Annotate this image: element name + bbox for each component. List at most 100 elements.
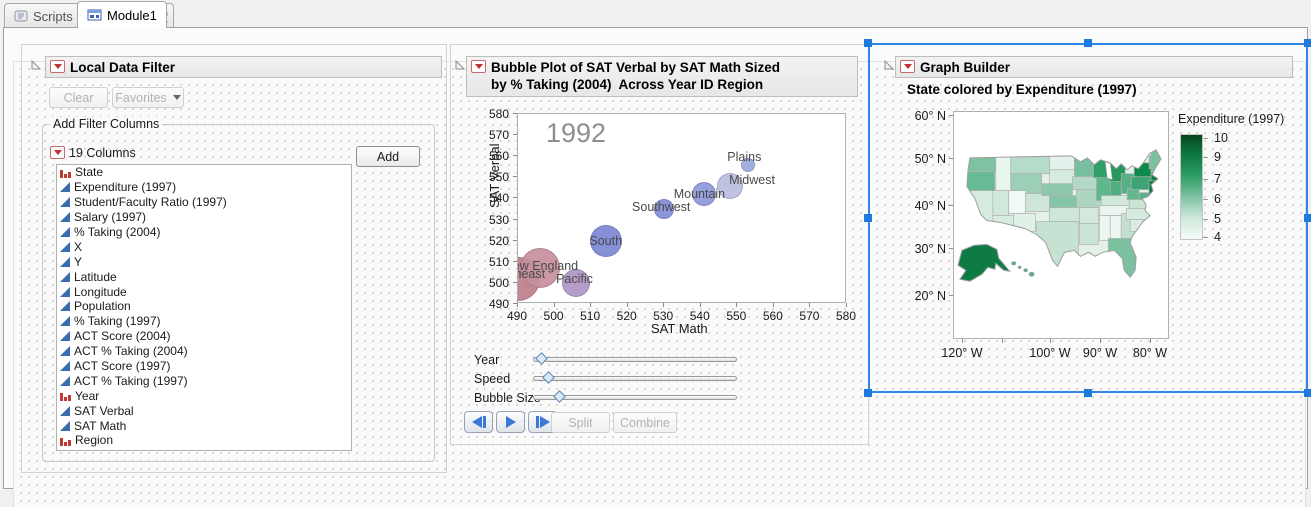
bubble-new-england[interactable] bbox=[519, 248, 560, 289]
slider-track-year[interactable] bbox=[533, 357, 737, 362]
state-MN[interactable] bbox=[1074, 154, 1094, 178]
graph-disclosure-icon[interactable] bbox=[884, 60, 894, 70]
x-tick-label: 550 bbox=[726, 309, 747, 323]
list-item-column[interactable]: X bbox=[57, 239, 351, 254]
legend-tick-mark bbox=[1203, 138, 1208, 140]
state-TX[interactable] bbox=[1036, 221, 1079, 270]
list-item-column[interactable]: Latitude bbox=[57, 269, 351, 284]
slider-track-bubble-size[interactable] bbox=[533, 395, 737, 400]
favorites-button-label: Favorites bbox=[115, 90, 167, 105]
favorites-button[interactable]: Favorites bbox=[112, 87, 184, 108]
state-CA[interactable] bbox=[965, 190, 994, 223]
state-AR[interactable] bbox=[1079, 207, 1099, 224]
tab-scripts-label: Scripts bbox=[33, 8, 73, 24]
state-HI[interactable] bbox=[1028, 271, 1035, 277]
bubble-southwest[interactable] bbox=[654, 199, 675, 219]
bubble-midwest[interactable] bbox=[717, 172, 744, 199]
state-HI[interactable] bbox=[1017, 265, 1022, 269]
state-RI[interactable] bbox=[1158, 173, 1163, 180]
clear-button[interactable]: Clear bbox=[49, 87, 108, 108]
slider-track-speed[interactable] bbox=[533, 376, 737, 381]
list-item-column[interactable]: % Taking (1997) bbox=[57, 314, 351, 329]
list-item-column[interactable]: Year bbox=[57, 388, 351, 403]
bubble-mountain[interactable] bbox=[692, 182, 717, 207]
state-IA[interactable] bbox=[1072, 176, 1097, 191]
list-item-column[interactable]: Region bbox=[57, 433, 351, 448]
map-x-tick-label: 120° W bbox=[941, 346, 983, 360]
list-item-column[interactable]: Population bbox=[57, 299, 351, 314]
state-AK[interactable] bbox=[957, 243, 1011, 282]
tab-module1[interactable]: Module1 bbox=[77, 1, 167, 28]
x-tick-mark bbox=[553, 303, 555, 307]
nominal-column-icon bbox=[60, 390, 71, 402]
state-ID[interactable] bbox=[995, 154, 1012, 192]
state-WV[interactable] bbox=[1126, 188, 1140, 200]
play-icon bbox=[505, 416, 516, 428]
x-tick-mark bbox=[663, 303, 665, 307]
step-back-button[interactable] bbox=[464, 411, 493, 433]
list-item-column[interactable]: Longitude bbox=[57, 284, 351, 299]
tab-scripts[interactable]: Scripts bbox=[4, 3, 83, 28]
filter-columns-listbox[interactable]: State Expenditure (1997) Student/Faculty R… bbox=[56, 164, 352, 451]
list-item-column[interactable]: ACT % Taking (2004) bbox=[57, 344, 351, 359]
list-item-column[interactable]: ACT % Taking (1997) bbox=[57, 373, 351, 388]
state-IN[interactable] bbox=[1109, 181, 1122, 196]
map-x-tick-mark bbox=[1050, 339, 1051, 343]
x-tick-mark bbox=[736, 303, 738, 307]
bubble-plains[interactable] bbox=[741, 157, 756, 172]
state-MS[interactable] bbox=[1098, 215, 1111, 241]
state-LA[interactable] bbox=[1079, 223, 1099, 245]
add-button[interactable]: Add bbox=[356, 146, 420, 167]
list-item-column[interactable]: Expenditure (1997) bbox=[57, 180, 351, 195]
selection-handle[interactable] bbox=[1084, 389, 1092, 397]
column-name: Salary (1997) bbox=[74, 210, 147, 225]
state-KY[interactable] bbox=[1100, 195, 1130, 206]
list-item-column[interactable]: % Taking (2004) bbox=[57, 225, 351, 240]
list-item-column[interactable]: ACT Score (2004) bbox=[57, 329, 351, 344]
state-MT[interactable] bbox=[1010, 154, 1050, 175]
state-KS[interactable] bbox=[1049, 195, 1077, 208]
selection-handle[interactable] bbox=[864, 39, 872, 47]
list-item-column[interactable]: ACT Score (1997) bbox=[57, 359, 351, 374]
bubble-pacific[interactable] bbox=[562, 268, 591, 297]
selection-handle[interactable] bbox=[1304, 214, 1311, 222]
list-item-column[interactable]: Student/Faculty Ratio (1997) bbox=[57, 195, 351, 210]
selection-handle[interactable] bbox=[864, 389, 872, 397]
state-HI[interactable] bbox=[1011, 261, 1017, 266]
graph-menu-button[interactable] bbox=[900, 60, 915, 73]
list-item-column[interactable]: Y bbox=[57, 254, 351, 269]
list-item-column[interactable]: State bbox=[57, 165, 351, 180]
state-AL[interactable] bbox=[1109, 215, 1122, 241]
state-OK[interactable] bbox=[1049, 207, 1080, 222]
bubble-menu-button[interactable] bbox=[471, 60, 486, 73]
filter-disclosure-icon[interactable] bbox=[31, 60, 41, 70]
bubble-plot-area[interactable]: 1992 NortheastNew England South Pacific Mid… bbox=[517, 113, 846, 303]
selection-handle[interactable] bbox=[1304, 39, 1311, 47]
state-VA[interactable] bbox=[1128, 198, 1153, 209]
selection-handle[interactable] bbox=[864, 214, 872, 222]
state-CO[interactable] bbox=[1025, 193, 1050, 212]
state-ND[interactable] bbox=[1049, 154, 1075, 171]
combine-button[interactable]: Combine bbox=[613, 412, 677, 433]
y-tick-mark bbox=[513, 197, 517, 199]
state-NE[interactable] bbox=[1041, 183, 1073, 196]
state-HI[interactable] bbox=[1023, 268, 1028, 273]
list-item-column[interactable]: SAT Verbal bbox=[57, 403, 351, 418]
state-UT[interactable] bbox=[1008, 190, 1027, 214]
state-NV[interactable] bbox=[992, 190, 1010, 216]
play-button[interactable] bbox=[496, 411, 525, 433]
column-name: Longitude bbox=[74, 284, 127, 299]
us-map-plot-area[interactable] bbox=[953, 111, 1169, 339]
selection-handle[interactable] bbox=[1084, 39, 1092, 47]
selection-handle[interactable] bbox=[1304, 389, 1311, 397]
list-item-column[interactable]: SAT Math bbox=[57, 418, 351, 433]
columns-menu-button[interactable] bbox=[50, 146, 65, 159]
list-item-column[interactable]: Salary (1997) bbox=[57, 210, 351, 225]
bubble-south[interactable] bbox=[589, 224, 622, 257]
bubble-disclosure-icon[interactable] bbox=[455, 60, 465, 70]
state-OR[interactable] bbox=[966, 171, 996, 192]
state-SD[interactable] bbox=[1049, 169, 1075, 185]
tab-module1-label: Module1 bbox=[107, 7, 157, 23]
filter-menu-button[interactable] bbox=[50, 60, 65, 73]
split-button[interactable]: Split bbox=[551, 412, 610, 433]
